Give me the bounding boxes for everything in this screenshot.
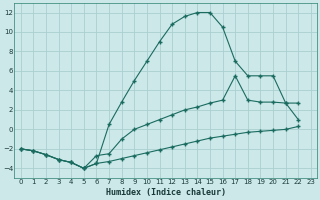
X-axis label: Humidex (Indice chaleur): Humidex (Indice chaleur) (106, 188, 226, 197)
